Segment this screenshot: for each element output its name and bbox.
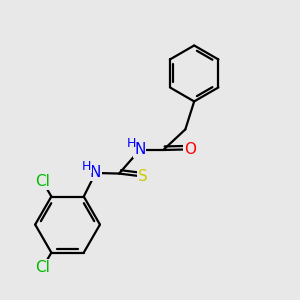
Text: N: N (90, 166, 101, 181)
Text: Cl: Cl (35, 174, 50, 189)
Text: H: H (82, 160, 92, 173)
Text: S: S (138, 169, 148, 184)
Text: Cl: Cl (35, 260, 50, 275)
Text: H: H (127, 137, 136, 150)
Text: N: N (134, 142, 146, 158)
Text: O: O (184, 142, 196, 157)
